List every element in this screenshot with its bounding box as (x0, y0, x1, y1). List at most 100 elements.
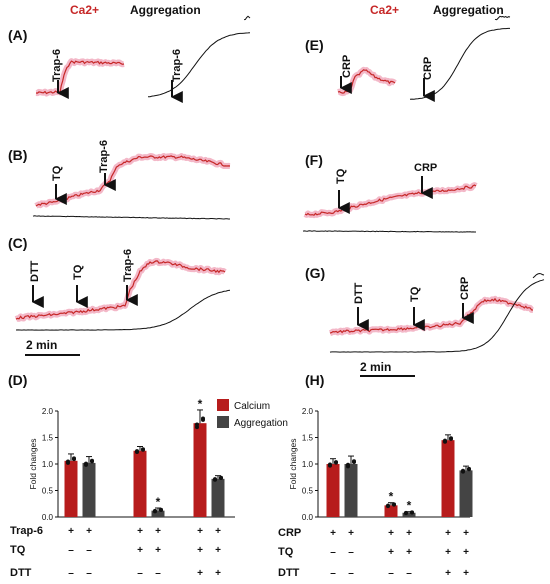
panel-label-f: (F) (305, 152, 323, 168)
y-tick-label: 0.5 (302, 487, 314, 496)
row-label: Trap-6 (10, 525, 43, 537)
label-tq-g: TQ (409, 286, 421, 302)
bar-aggregation (151, 510, 165, 517)
y-tick-label: 1.0 (302, 460, 314, 469)
label-dtt-g: DTT (353, 282, 365, 304)
data-point (141, 447, 145, 452)
significance-star: * (407, 499, 412, 513)
y-tick-label: 0.0 (42, 513, 54, 522)
condition-sign: – (406, 568, 412, 579)
trace-layer (14, 15, 545, 353)
condition-sign: + (68, 526, 74, 537)
data-point (84, 461, 88, 466)
condition-sign: + (197, 545, 203, 556)
condition-sign: + (406, 528, 412, 539)
condition-sign: + (86, 526, 92, 537)
trace-calcium-f-glow (303, 182, 478, 219)
y-tick-label: 0.5 (42, 487, 54, 496)
condition-sign: – (155, 568, 161, 579)
condition-sign: + (348, 528, 354, 539)
trace-calcium-c (15, 260, 226, 320)
data-point (346, 462, 350, 467)
scale-bar-right-label: 2 min (360, 360, 391, 374)
condition-sign: + (155, 526, 161, 537)
trace-aggregation-f (302, 230, 476, 233)
significance-star: * (198, 397, 203, 411)
significance-star: * (389, 490, 394, 504)
header-aggregation-right: Aggregation (433, 3, 504, 17)
data-point (153, 508, 157, 513)
bar-aggregation (82, 462, 96, 517)
legend-label: Calcium (234, 401, 270, 412)
bar-calcium (441, 440, 455, 517)
condition-sign: + (463, 568, 469, 579)
condition-sign: + (388, 547, 394, 558)
label-crp-e-calcium: CRP (341, 55, 353, 78)
condition-sign: – (86, 545, 92, 556)
data-point (135, 449, 139, 454)
bar-calcium (64, 460, 78, 517)
condition-sign: + (463, 528, 469, 539)
panel-label-d: (D) (8, 372, 27, 388)
condition-sign: + (406, 547, 412, 558)
data-point (213, 477, 217, 482)
label-crp-e-aggregation: CRP (422, 57, 434, 80)
header-calcium-right: Ca2+ (370, 3, 399, 17)
bar-chart-h: 0.0 0.5 1.0 1.5 2.0 Fold changes * * CRP + + + + + + TQ… (278, 407, 473, 579)
condition-sign: + (215, 526, 221, 537)
condition-sign: + (445, 528, 451, 539)
condition-sign: + (197, 568, 203, 579)
panel-label-h: (H) (305, 372, 324, 388)
panel-label-e: (E) (305, 37, 324, 53)
label-trap6-c: Trap-6 (122, 249, 134, 282)
condition-sign: + (155, 545, 161, 556)
scale-bar-left-label: 2 min (26, 338, 57, 352)
condition-sign: – (330, 568, 336, 579)
bar-calcium (193, 423, 207, 517)
trace-aggregation-c (15, 289, 231, 331)
label-dtt-c: DTT (29, 260, 41, 282)
y-tick-label: 0.0 (302, 513, 314, 522)
data-point (449, 436, 453, 441)
data-point (72, 456, 76, 461)
data-point (219, 475, 223, 480)
legend-label: Aggregation (234, 418, 288, 429)
panel-label-b: (B) (8, 147, 27, 163)
trace-aggregation-g (329, 279, 545, 353)
header-aggregation-left: Aggregation (130, 3, 201, 17)
data-point (66, 459, 70, 464)
y-axis-label: Fold changes (288, 438, 298, 489)
data-point (201, 416, 205, 421)
data-point (392, 502, 396, 507)
trace-calcium-b (35, 155, 231, 207)
legend-swatch (217, 399, 229, 411)
significance-star: * (156, 495, 161, 509)
trace-aggregation-a-top (243, 15, 251, 21)
data-point (443, 438, 447, 443)
trace-aggregation-e-top (494, 15, 511, 21)
bar-aggregation (459, 470, 473, 517)
row-label: DTT (278, 567, 300, 579)
condition-sign: – (348, 568, 354, 579)
condition-sign: + (215, 568, 221, 579)
label-crp-g: CRP (459, 277, 471, 300)
condition-sign: + (330, 528, 336, 539)
panel-label-a: (A) (8, 27, 27, 43)
data-point (334, 460, 338, 465)
label-tq-b: TQ (51, 165, 63, 181)
data-point (90, 458, 94, 463)
panel-label-c: (C) (8, 235, 27, 251)
bar-calcium (384, 505, 398, 517)
y-tick-label: 1.5 (302, 434, 314, 443)
data-point (404, 510, 408, 515)
trace-calcium-f (304, 184, 477, 216)
condition-sign: – (388, 568, 394, 579)
condition-sign: – (68, 568, 74, 579)
condition-sign: + (463, 547, 469, 558)
y-tick-label: 1.5 (42, 434, 54, 443)
y-tick-label: 2.0 (42, 407, 54, 416)
trace-aggregation-g-top (532, 272, 545, 279)
data-point (159, 507, 163, 512)
bar-aggregation (211, 478, 225, 517)
